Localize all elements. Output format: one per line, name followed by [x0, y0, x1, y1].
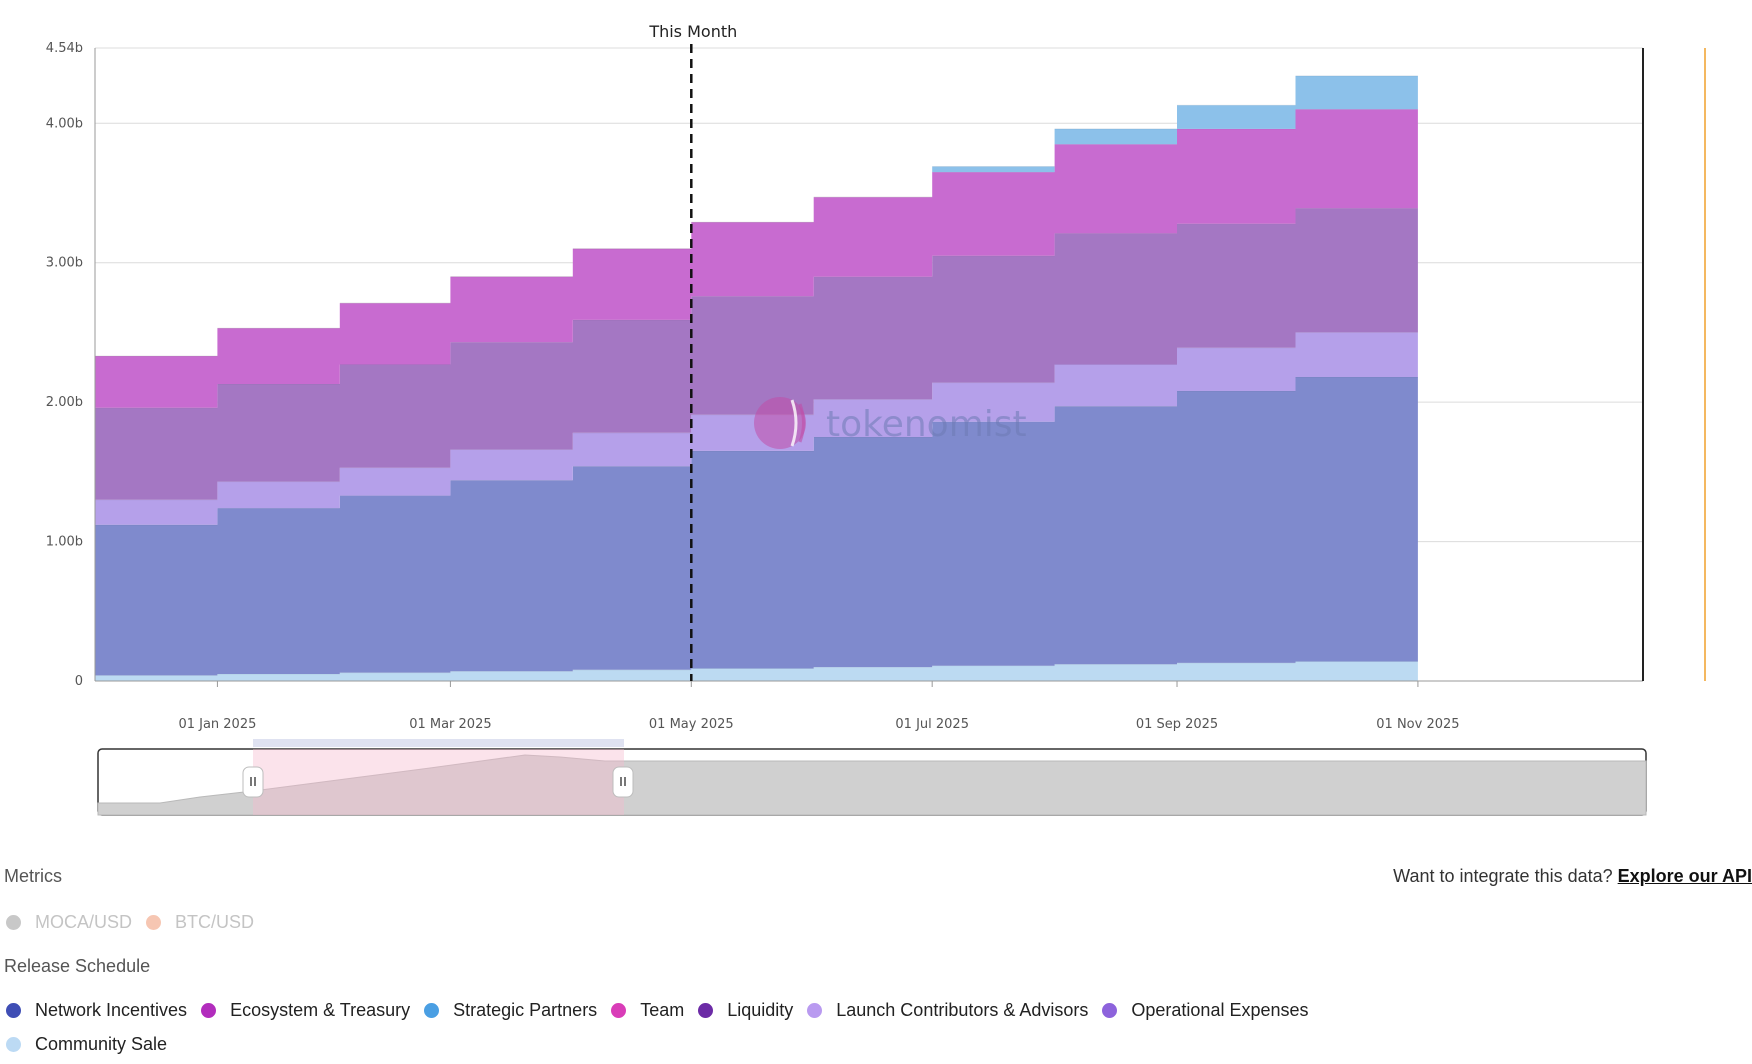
- legend-label: Team: [640, 1000, 685, 1020]
- vesting-chart: tokenomist 0 1.00b 2.00b 3.00b 4.00b 4.54b 01 …: [46, 22, 1706, 816]
- integrate-prompt: Want to integrate this data? Explore our…: [1393, 866, 1752, 887]
- this-month-marker: This Month: [648, 22, 737, 681]
- series-area-ecosystem-treasury: [95, 109, 1418, 408]
- y-tick-label: 4.00b: [46, 116, 83, 131]
- legend-label: Liquidity: [727, 1000, 794, 1020]
- x-tick-label: 01 Jul 2025: [895, 717, 969, 732]
- x-tick-label: 01 Mar 2025: [409, 717, 491, 732]
- y-tick-label: 4.54b: [46, 41, 83, 56]
- legend-item-operational-expenses[interactable]: Operational Expenses: [1102, 1000, 1309, 1021]
- y-tick-label: 3.00b: [46, 256, 83, 271]
- y-tick-label: 0: [75, 674, 83, 689]
- legend-dot-icon: [698, 1003, 714, 1018]
- watermark: tokenomist: [754, 397, 1027, 449]
- legend-dot-icon: [1102, 1003, 1118, 1018]
- legend-label: MOCA/USD: [35, 912, 133, 932]
- legend-label: Community Sale: [35, 1034, 168, 1054]
- metrics-title: Metrics: [4, 866, 62, 886]
- navigator-series: [97, 754, 1647, 816]
- legend-dot-icon: [6, 1037, 21, 1052]
- watermark-text: tokenomist: [826, 404, 1027, 445]
- integrate-text: Want to integrate this data?: [1393, 866, 1613, 886]
- y-tick-label: 2.00b: [46, 395, 83, 410]
- y-tick-label: 1.00b: [46, 535, 83, 550]
- legend-item-community-sale[interactable]: Community Sale: [6, 1034, 167, 1055]
- legend-label: Launch Contributors & Advisors: [836, 1000, 1089, 1020]
- legend-item-ecosystem-treasury[interactable]: Ecosystem & Treasury: [201, 1000, 410, 1021]
- this-month-label: This Month: [648, 22, 737, 41]
- chart-svg: tokenomist 0 1.00b 2.00b 3.00b 4.00b 4.54b 01 …: [46, 22, 1706, 816]
- axes: 0 1.00b 2.00b 3.00b 4.00b 4.54b 01 Jan 2025 01 …: [46, 41, 1706, 732]
- legend-label: Network Incentives: [35, 1000, 188, 1020]
- range-navigator[interactable]: [97, 739, 1647, 816]
- legend-dot-icon: [146, 915, 162, 930]
- legend-dot-icon: [6, 915, 21, 930]
- legend-dot-icon: [424, 1003, 440, 1018]
- series-area-operational-expenses: [95, 208, 1418, 500]
- legend-label: BTC/USD: [175, 912, 255, 932]
- legend-label: Strategic Partners: [453, 1000, 598, 1020]
- release-legend-row-2: Community Sale: [6, 1034, 181, 1055]
- navigator-left-handle[interactable]: [242, 766, 264, 798]
- legend-item-moca-usd[interactable]: MOCA/USD: [6, 912, 132, 933]
- explore-api-link[interactable]: Explore our API: [1617, 866, 1752, 886]
- x-tick-label: 01 Sep 2025: [1136, 717, 1218, 732]
- release-legend-row-1: Network Incentives Ecosystem & Treasury St…: [6, 1000, 1323, 1021]
- series-area-community-sale: [95, 661, 1418, 681]
- metrics-legend: MOCA/USD BTC/USD: [6, 912, 268, 933]
- legend-dot-icon: [807, 1003, 823, 1018]
- legend-label: Ecosystem & Treasury: [230, 1000, 411, 1020]
- x-tick-label: 01 Nov 2025: [1376, 717, 1459, 732]
- watermark-logo-icon: [754, 397, 806, 449]
- x-tick-label: 01 Jan 2025: [178, 717, 256, 732]
- legend-item-strategic-partners[interactable]: Strategic Partners: [424, 1000, 597, 1021]
- legend-dot-icon: [611, 1003, 627, 1018]
- navigator-right-handle[interactable]: [612, 766, 634, 798]
- legend-label: Operational Expenses: [1131, 1000, 1309, 1020]
- navigator-selection: [253, 749, 624, 815]
- area-series: [95, 75, 1418, 681]
- legend-item-btc-usd[interactable]: BTC/USD: [146, 912, 254, 933]
- release-schedule-title: Release Schedule: [4, 956, 151, 976]
- legend-dot-icon: [6, 1003, 21, 1018]
- legend-item-team[interactable]: Team: [611, 1000, 684, 1021]
- legend-dot-icon: [201, 1003, 217, 1018]
- series-area-network-incentives: [95, 377, 1418, 676]
- legend-item-liquidity[interactable]: Liquidity: [698, 1000, 793, 1021]
- legend-item-launch-contributors-advisors[interactable]: Launch Contributors & Advisors: [807, 1000, 1088, 1021]
- legend-item-network-incentives[interactable]: Network Incentives: [6, 1000, 187, 1021]
- x-tick-label: 01 May 2025: [649, 717, 734, 732]
- navigator-scrollbar: [253, 739, 624, 747]
